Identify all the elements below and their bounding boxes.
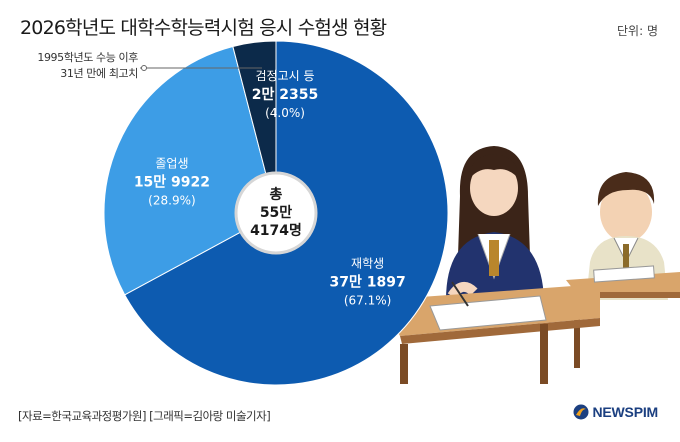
slice-value-1: 37만 1897: [330, 275, 406, 291]
record-annotation: 1995학년도 수능 이후 31년 만에 최고치: [14, 50, 138, 82]
total-value-line1: 55만: [260, 205, 292, 221]
students-illustration: [380, 146, 680, 384]
pie-chart: 재학생 37만 1897 (67.1%) 졸업생 15만 9922 (28.9%) 검정고시…: [103, 40, 449, 386]
brand-logo: NEWSPIM: [573, 404, 659, 420]
slice-percent-3: (4.0%): [265, 106, 305, 120]
unit-label: 단위: 명: [617, 24, 658, 38]
slice-labels: 재학생 37만 1897 (67.1%) 졸업생 15만 9922 (28.9%) 검정고시…: [134, 69, 406, 308]
pie-slice-2: [103, 45, 277, 296]
slice-label-2: 졸업생: [155, 157, 188, 171]
total-value-line2: 4174명: [250, 222, 302, 239]
slice-percent-2: (28.9%): [148, 194, 195, 208]
chart-title: 2026학년도 대학수학능력시험 응시 수험생 현황: [20, 17, 387, 39]
brand-name: NEWSPIM: [592, 404, 659, 420]
total-label: 총: [270, 187, 283, 203]
source-credit: [자료=한국교육과정평가원] [그래픽=김아랑 미술기자]: [18, 409, 271, 423]
brand-mark-icon: [573, 404, 588, 420]
student-girl: [446, 146, 544, 300]
desk-front: [380, 281, 600, 384]
slice-percent-1: (67.1%): [344, 294, 391, 308]
slice-value-3: 2만 2355: [252, 87, 318, 103]
total-center-disc: [234, 171, 318, 255]
pie-slice-3: [232, 40, 277, 214]
annotation-line-1: 1995학년도 수능 이후: [37, 51, 138, 64]
annotation-line-2: 31년 만에 최고치: [60, 67, 138, 80]
slice-label-3: 검정고시 등: [255, 69, 314, 83]
slice-value-2: 15만 9922: [134, 175, 210, 191]
slice-label-1: 재학생: [351, 257, 384, 271]
annotation-leader: [140, 65, 262, 71]
